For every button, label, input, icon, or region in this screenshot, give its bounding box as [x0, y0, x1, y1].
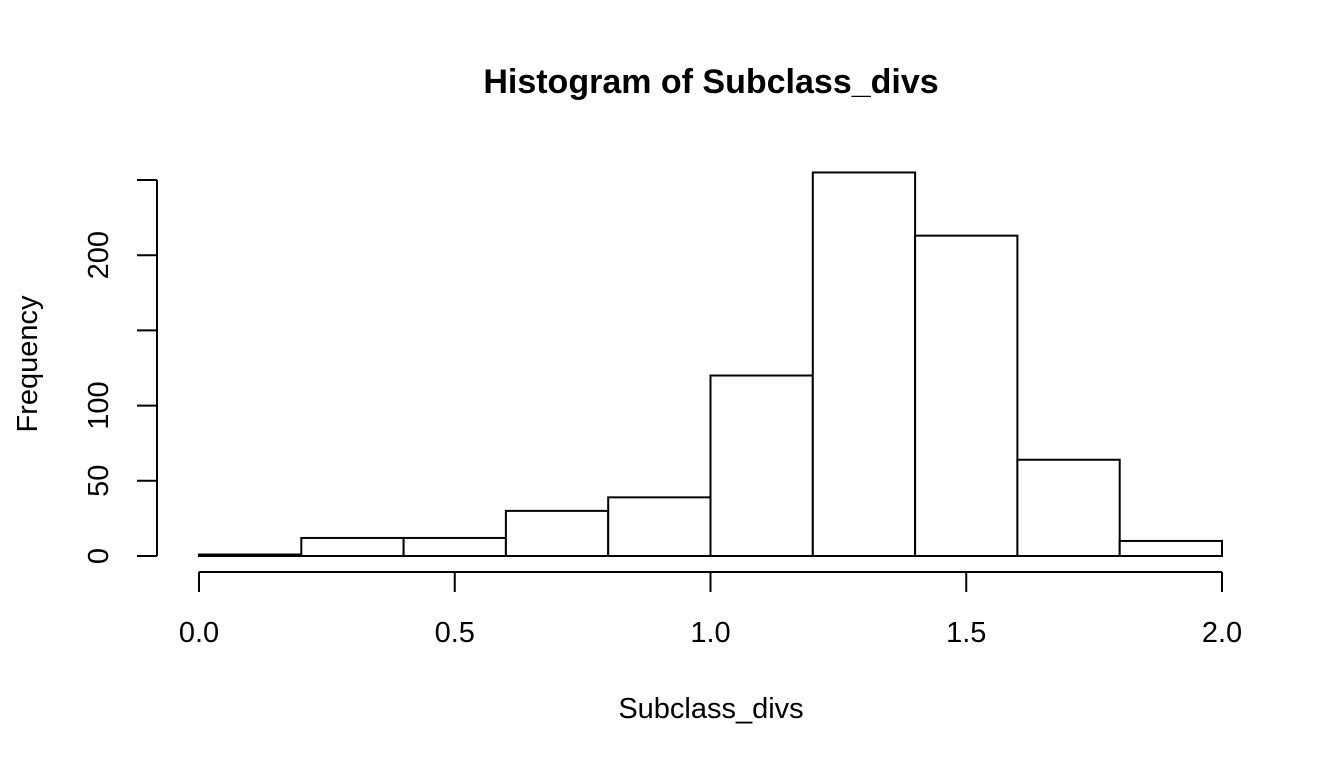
x-tick-label-0: 0.0: [179, 617, 219, 649]
histogram-bar-6: [811, 171, 917, 557]
y-tick-label-4: 200: [83, 231, 115, 279]
histogram-bar-0: [198, 553, 303, 557]
histogram-bar-5: [709, 374, 814, 557]
y-axis-label: Frequency: [12, 295, 44, 433]
x-axis: 0.0 0.5 1.0 1.5 2.0: [179, 571, 1242, 649]
histogram-bar-8: [1016, 458, 1121, 557]
histogram-bar-9: [1118, 539, 1223, 558]
histogram-bar-2: [402, 536, 507, 558]
x-tick-label-2: 1.0: [690, 617, 730, 649]
x-tick-label-3: 1.5: [946, 617, 986, 649]
x-tick-label-4: 2.0: [1202, 617, 1242, 649]
histogram-bar-3: [504, 509, 610, 558]
histogram-bar-7: [914, 234, 1019, 557]
y-axis: 0 50 100 200: [83, 179, 158, 564]
histogram-bar-1: [300, 536, 405, 558]
y-tick-label-0: 0: [83, 548, 115, 564]
histogram-bar-4: [607, 496, 712, 557]
x-axis-label: Subclass_divs: [618, 693, 803, 725]
x-tick-label-1: 0.5: [435, 617, 475, 649]
y-tick-label-2: 100: [83, 381, 115, 429]
y-tick-label-1: 50: [83, 465, 115, 497]
chart-title: Histogram of Subclass_divs: [483, 63, 938, 101]
bars-group: [198, 171, 1223, 558]
